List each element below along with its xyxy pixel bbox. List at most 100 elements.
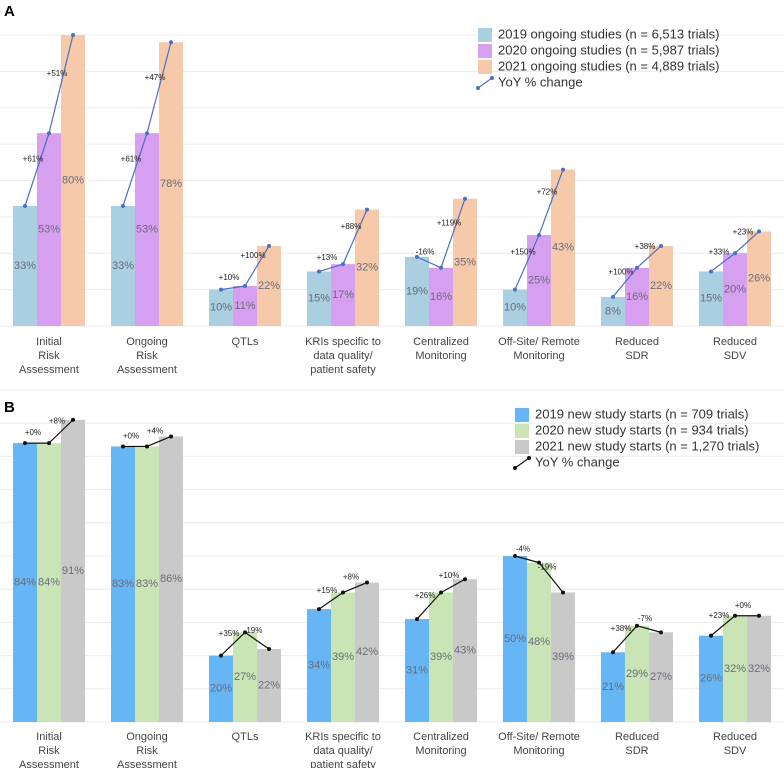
yoy-label: +33% [709,247,730,256]
x-tick-label: Off-Site/ Remote [498,336,580,348]
yoy-point [439,590,443,595]
yoy-point [561,167,565,172]
yoy-point [513,287,517,292]
yoy-segment [734,230,760,254]
bar [61,419,85,722]
yoy-point [23,203,27,208]
legend-swatch [478,44,492,58]
x-tick-label: SDV [724,745,747,757]
bar [159,436,183,722]
value-label: 33% [14,260,36,272]
bar [551,169,575,326]
legend-dot [527,456,531,460]
value-label: 35% [454,256,476,268]
bar [699,635,723,722]
yoy-point [243,283,247,288]
value-label: 32% [724,663,746,675]
legend-label: 2019 new study starts (n = 709 trials) [535,406,749,421]
bar [747,231,771,326]
value-label: 26% [700,673,722,685]
yoy-segment [440,198,466,268]
bar [209,655,233,722]
yoy-point [611,294,615,299]
value-label: 15% [700,293,722,305]
bar [405,619,429,722]
yoy-segment [146,435,172,447]
bar [601,296,625,326]
value-label: 53% [136,224,158,236]
yoy-segment [48,419,74,444]
yoy-point [267,243,271,248]
value-label: 11% [234,300,255,312]
yoy-segment [514,234,540,290]
value-label: 83% [112,578,134,590]
x-tick-label: Monitoring [513,350,564,362]
value-label: 20% [210,683,232,695]
bar [233,632,257,722]
bar [649,632,673,722]
legend-line [477,77,493,89]
value-label: 25% [528,274,550,286]
value-label: 86% [160,573,182,585]
legend-label: YoY % change [498,74,583,89]
x-tick-label: Off-Site/ Remote [498,731,580,743]
legend-swatch [515,424,529,438]
legend-label: 2019 ongoing studies (n = 6,513 trials) [498,26,720,41]
value-label: 33% [112,260,134,272]
legend-swatch [515,440,529,454]
yoy-segment [122,133,148,207]
value-label: 32% [356,262,378,274]
x-tick-label: data quality/ [313,350,373,362]
x-tick-label: data quality/ [313,745,373,757]
yoy-label: +35% [219,629,240,638]
bar [601,652,625,722]
legend-dot [513,466,517,470]
yoy-label: +13% [317,253,338,262]
x-tick-label: Assessment [19,364,79,376]
x-tick-label: Risk [136,745,158,757]
value-label: 53% [38,224,60,236]
legend-label: YoY % change [535,454,620,469]
yoy-point [121,444,125,449]
yoy-point [317,607,321,612]
x-tick-label: Monitoring [415,745,466,757]
yoy-segment [636,625,662,633]
yoy-segment [146,42,172,134]
bar [503,289,527,326]
yoy-point [243,630,247,635]
yoy-label: +8% [343,573,359,582]
x-tick-label: Initial [36,731,62,743]
bar [37,133,61,326]
value-label: 50% [504,633,526,645]
yoy-point [415,617,419,622]
yoy-label: +15% [317,586,338,595]
x-tick-label: Monitoring [415,350,466,362]
value-label: 78% [160,178,182,190]
bar [551,592,575,722]
yoy-point [145,444,149,449]
yoy-point [635,265,639,270]
yoy-label: +0% [25,428,41,437]
yoy-segment [514,555,540,564]
bar [307,271,331,326]
yoy-point [365,580,369,585]
bar [723,253,747,326]
yoy-point [341,590,345,595]
value-label: 27% [234,671,256,683]
value-label: 29% [626,668,648,680]
yoy-label: +100% [240,251,265,260]
bar [747,615,771,722]
x-tick-label: Monitoring [513,745,564,757]
yoy-label: +0% [735,601,751,610]
legend-dot [490,76,494,80]
value-label: 19% [406,285,428,297]
yoy-point [659,243,663,248]
yoy-point [537,233,541,238]
x-tick-label: KRIs specific to [305,336,381,348]
bar [429,267,453,326]
legend-swatch [478,60,492,74]
value-label: 16% [626,291,648,303]
yoy-segment [416,592,442,620]
x-tick-label: QTLs [232,336,259,348]
yoy-point [47,131,51,136]
